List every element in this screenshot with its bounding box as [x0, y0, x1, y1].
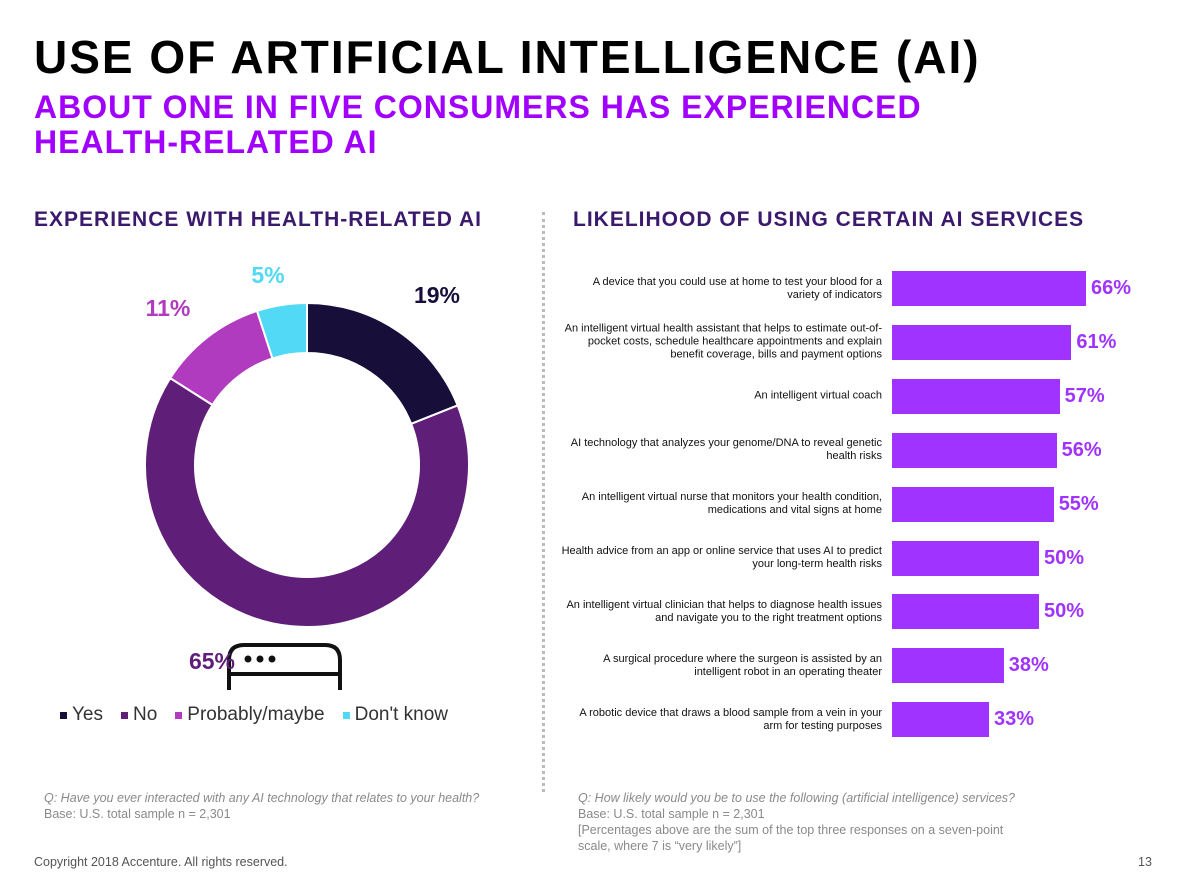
base-note: Base: U.S. total sample n = 2,301 [578, 807, 765, 821]
scale-note: [Percentages above are the sum of the to… [578, 823, 1004, 853]
value-label: 55% [1058, 492, 1099, 515]
bar [892, 324, 1072, 360]
legend: Yes No Probably/maybe Don't know [60, 704, 448, 726]
value-label: 38% [1008, 654, 1049, 677]
value-label: 19% [414, 282, 460, 308]
question: Q: Have you ever interacted with any AI … [44, 791, 480, 805]
section-title: EXPERIENCE WITH HEALTH-RELATED AI [34, 208, 482, 231]
title: USE OF ARTIFICIAL INTELLIGENCE (AI) [34, 31, 981, 83]
category-label: A device that you could use at home to t… [592, 275, 882, 301]
icon [227, 643, 342, 690]
bar [892, 486, 1054, 522]
bar [892, 378, 1060, 414]
question: Q: How likely would you be to use the fo… [578, 791, 1016, 805]
category-label: A robotic device that draws a blood samp… [579, 706, 882, 732]
legend-swatch [60, 711, 67, 719]
value-label: 11% [146, 295, 191, 321]
donut-segment [144, 376, 470, 628]
category-label: An intelligent virtual coach [754, 389, 882, 402]
legend-label: Yes [72, 704, 103, 725]
section-title: LIKELIHOOD OF USING CERTAIN AI SERVICES [573, 208, 1085, 231]
donut-segment [168, 309, 274, 407]
legend-item: Yes [60, 704, 103, 726]
bar [892, 594, 1039, 630]
legend-item: Probably/maybe [175, 704, 325, 726]
category-label: An intelligent virtual health assistant … [564, 322, 882, 361]
category-label: A surgical procedure where the surgeon i… [603, 652, 882, 678]
category-label: Health advice from an app or online serv… [561, 545, 882, 570]
value-label: 66% [1091, 277, 1132, 299]
value-label: 57% [1064, 384, 1105, 407]
legend-swatch [175, 711, 183, 719]
legend-item: No [121, 704, 157, 726]
category-label: An intelligent virtual clinician that he… [566, 598, 882, 624]
base-note: Base: U.S. total sample n = 2,301 [44, 807, 231, 821]
value-label: 5% [251, 262, 284, 288]
value-label: 56% [1061, 438, 1102, 461]
value-label: 50% [1044, 600, 1085, 623]
value-label: 50% [1044, 546, 1085, 569]
donut-segment [306, 301, 459, 426]
bar [892, 702, 990, 738]
bar [892, 271, 1087, 306]
legend-swatch [342, 711, 350, 719]
legend-swatch [121, 711, 128, 719]
legend-label: Probably/maybe [187, 704, 325, 725]
legend-label: Don't know [354, 704, 448, 725]
bar [892, 540, 1039, 576]
donut-chart: 19% 65% 11% 5% [144, 262, 470, 690]
legend-item: Don't know [342, 704, 448, 726]
page-number: 13 [1138, 855, 1152, 869]
subtitle: ABOUT ONE IN FIVE CONSUMERS HAS EXPERIEN… [34, 89, 922, 160]
category-label: AI technology that analyzes your genome/… [570, 437, 882, 463]
bar [892, 432, 1057, 468]
divider [542, 212, 545, 792]
legend-label: No [133, 704, 158, 725]
bar [892, 648, 1004, 684]
value-label: 33% [994, 708, 1035, 731]
category-label: An intelligent virtual nurse that monito… [581, 491, 882, 517]
copyright: Copyright 2018 Accenture. All rights res… [34, 855, 288, 869]
value-label: 61% [1076, 330, 1117, 353]
value-label: 65% [189, 648, 235, 674]
